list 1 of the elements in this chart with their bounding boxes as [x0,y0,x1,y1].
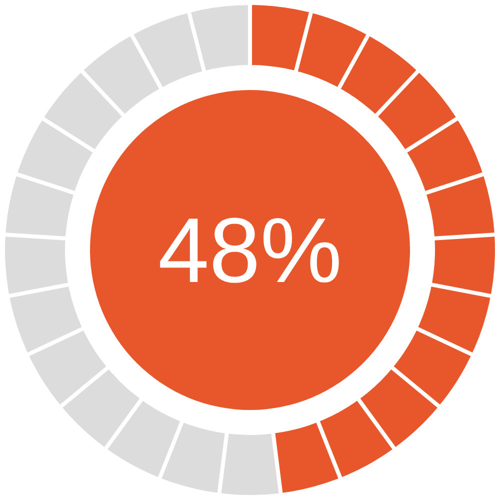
text: 48% [158,200,342,302]
